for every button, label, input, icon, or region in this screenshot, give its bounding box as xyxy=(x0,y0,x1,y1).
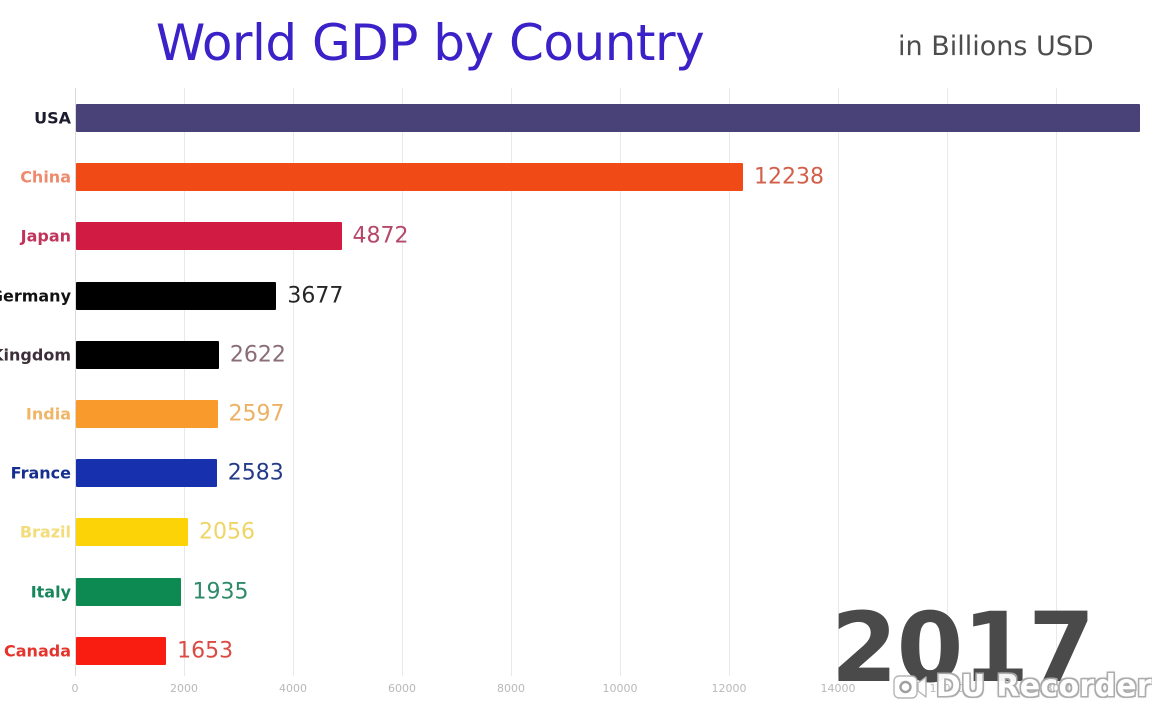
gridline xyxy=(511,88,512,676)
watermark-label: DU Recorder xyxy=(935,669,1152,704)
bar-row[interactable]: Brazil 2056 xyxy=(0,517,1152,547)
gridline xyxy=(402,88,403,676)
gridline xyxy=(838,88,839,676)
bar-row[interactable]: Kingdom 2622 xyxy=(0,340,1152,370)
bar-value-label: 3677 xyxy=(287,283,344,309)
gridline xyxy=(947,88,948,676)
bar-value-label: 1935 xyxy=(192,579,249,605)
bar[interactable] xyxy=(76,340,219,369)
bar-row[interactable]: Italy 1935 xyxy=(0,577,1152,607)
bar-category-label: Kingdom xyxy=(0,345,71,365)
bar-row[interactable]: Canada 1653 xyxy=(0,636,1152,666)
gridline xyxy=(620,88,621,676)
gridline xyxy=(1056,88,1057,676)
bar-category-label: Germany xyxy=(0,286,71,306)
bar-row[interactable]: Japan 4872 xyxy=(0,221,1152,251)
x-tick-label: 10000 xyxy=(602,682,638,695)
bar-value-label: 12238 xyxy=(753,164,824,190)
x-tick-label: 2000 xyxy=(170,682,198,695)
bar-value-label: 2583 xyxy=(227,460,284,486)
bar-value-label: 2597 xyxy=(228,401,285,427)
gridline xyxy=(293,88,294,676)
video-camera-icon xyxy=(893,673,927,701)
bar-category-label: USA xyxy=(34,108,71,128)
x-tick-label: 16000 xyxy=(929,682,965,695)
bar[interactable] xyxy=(76,459,217,488)
bar-row[interactable]: USA xyxy=(0,103,1152,133)
x-tick-label: 12000 xyxy=(711,682,747,695)
bar-row[interactable]: China 12238 xyxy=(0,162,1152,192)
bar-row[interactable]: France 2583 xyxy=(0,458,1152,488)
axis-baseline xyxy=(75,88,76,676)
gridline xyxy=(184,88,185,676)
gridline xyxy=(729,88,730,676)
plot-area: USA China 12238 Japan 4872 Germany 3677 Kingdom… xyxy=(0,88,1152,720)
bar[interactable] xyxy=(76,163,743,192)
bar-value-label: 4872 xyxy=(352,223,409,249)
x-tick-label: 0 xyxy=(71,682,79,695)
bar[interactable] xyxy=(76,400,218,428)
x-tick-label: 14000 xyxy=(820,682,856,695)
bar[interactable] xyxy=(76,577,182,606)
bar-category-label: India xyxy=(25,404,71,424)
x-tick-label: 8000 xyxy=(497,682,525,695)
bar-category-label: Italy xyxy=(30,582,71,602)
bar[interactable] xyxy=(76,281,277,310)
bar-value-label: 2056 xyxy=(199,519,256,545)
bar[interactable] xyxy=(76,104,1140,132)
bar-category-label: Canada xyxy=(4,641,71,661)
bar[interactable] xyxy=(76,222,342,251)
x-tick-label: 6000 xyxy=(388,682,416,695)
x-tick-label: 18000 xyxy=(1038,682,1074,695)
bar-row[interactable]: Germany 3677 xyxy=(0,281,1152,311)
chart-subtitle: in Billions USD xyxy=(898,31,1094,62)
chart-header: World GDP by Country in Billions USD xyxy=(0,0,1152,88)
bar-row[interactable]: India 2597 xyxy=(0,399,1152,429)
bar-category-label: China xyxy=(20,167,71,187)
bar-category-label: Japan xyxy=(20,226,71,246)
bar-category-label: France xyxy=(10,463,71,483)
du-recorder-watermark: DU Recorder xyxy=(893,669,1152,704)
year-counter: 2017 xyxy=(830,592,1095,704)
bar-value-label: 1653 xyxy=(177,638,234,664)
x-tick-label: 4000 xyxy=(279,682,307,695)
bar[interactable] xyxy=(76,518,189,547)
bar[interactable] xyxy=(76,636,167,665)
bar-category-label: Brazil xyxy=(19,522,71,542)
bar-value-label: 2622 xyxy=(229,342,286,368)
page-title: World GDP by Country xyxy=(155,14,705,72)
